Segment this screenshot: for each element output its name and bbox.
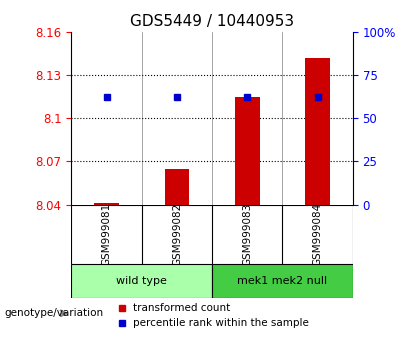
Text: mek1 mek2 null: mek1 mek2 null xyxy=(237,276,328,286)
Text: GSM999084: GSM999084 xyxy=(312,202,323,266)
Bar xyxy=(235,97,260,205)
Bar xyxy=(165,169,189,205)
Bar xyxy=(94,203,119,205)
Text: GSM999082: GSM999082 xyxy=(172,202,182,266)
Text: wild type: wild type xyxy=(116,276,167,286)
FancyBboxPatch shape xyxy=(212,264,353,298)
Text: GSM999083: GSM999083 xyxy=(242,202,252,266)
Title: GDS5449 / 10440953: GDS5449 / 10440953 xyxy=(130,14,294,29)
Text: genotype/variation: genotype/variation xyxy=(4,308,103,318)
Text: transformed count: transformed count xyxy=(133,303,231,313)
FancyBboxPatch shape xyxy=(71,264,212,298)
Text: percentile rank within the sample: percentile rank within the sample xyxy=(133,318,309,328)
Bar xyxy=(305,58,330,205)
Text: GSM999081: GSM999081 xyxy=(102,202,112,266)
